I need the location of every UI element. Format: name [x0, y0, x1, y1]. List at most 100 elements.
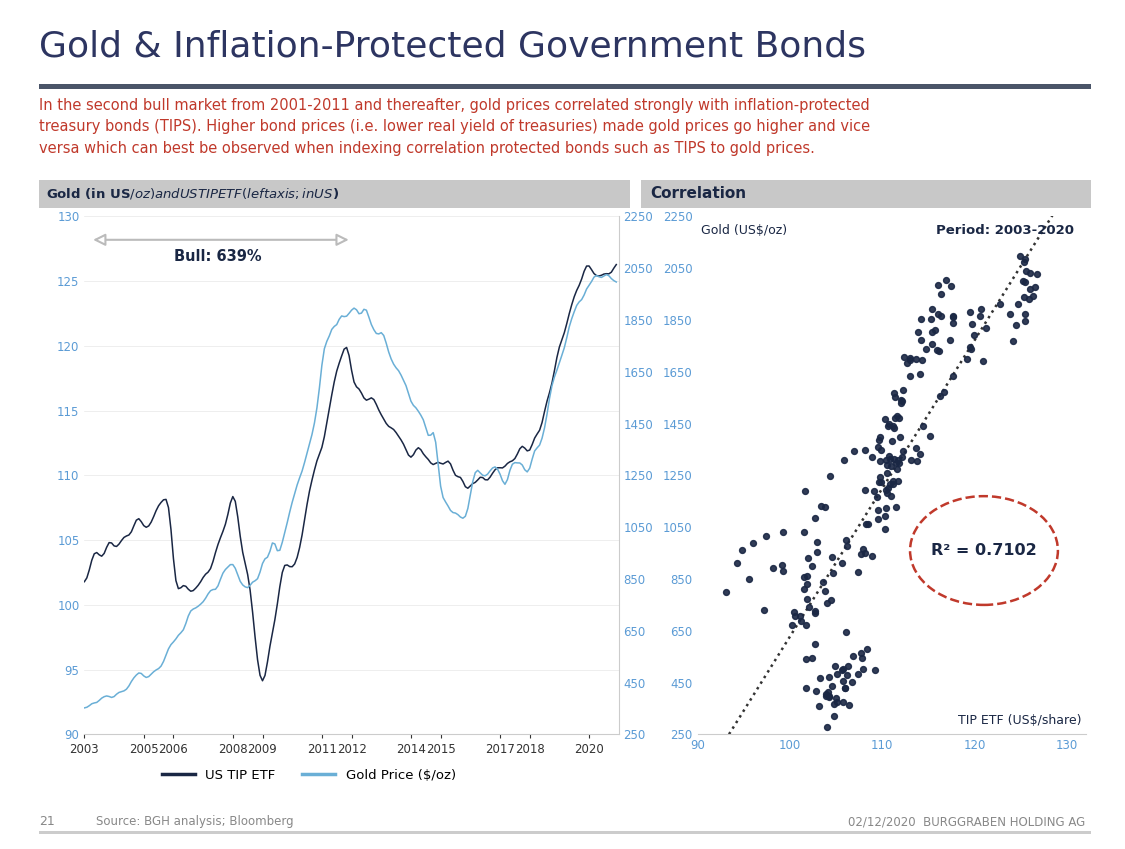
Point	[944, 369, 962, 383]
Point	[866, 663, 884, 677]
Point	[935, 385, 953, 398]
Point	[878, 483, 896, 497]
Point	[922, 312, 940, 326]
Point	[836, 682, 854, 695]
Point	[932, 287, 950, 301]
Point	[894, 384, 912, 397]
Point	[832, 556, 850, 570]
Point	[1022, 282, 1040, 295]
Point	[878, 453, 896, 467]
Point	[961, 306, 979, 319]
Point	[728, 556, 746, 570]
Point	[971, 309, 989, 323]
Point	[929, 307, 947, 321]
Point	[824, 566, 842, 580]
Point	[860, 518, 878, 531]
Point	[764, 561, 782, 575]
Point	[836, 681, 854, 694]
Point	[930, 345, 948, 358]
Point	[871, 430, 889, 444]
Point	[739, 572, 757, 586]
Point	[870, 475, 888, 489]
Point	[810, 699, 828, 712]
Point	[908, 441, 926, 455]
Point	[898, 356, 916, 369]
Ellipse shape	[910, 496, 1058, 604]
Point	[849, 667, 867, 681]
Point	[915, 419, 933, 432]
Point	[774, 565, 792, 578]
Point	[811, 671, 829, 684]
Point	[863, 450, 881, 464]
Point	[892, 393, 910, 407]
Point	[795, 571, 813, 584]
Point	[932, 390, 950, 403]
Point	[854, 662, 872, 676]
Point	[824, 550, 842, 564]
Point	[888, 500, 906, 514]
Point	[883, 477, 901, 491]
Point	[806, 606, 824, 620]
Point	[1016, 314, 1034, 328]
Point	[962, 342, 980, 356]
Point	[799, 576, 817, 590]
Point	[892, 396, 910, 409]
Point	[808, 545, 826, 559]
Point	[876, 522, 894, 536]
Point	[798, 652, 816, 666]
Point	[885, 412, 903, 425]
Point	[820, 689, 838, 703]
Point	[794, 525, 812, 538]
Point	[885, 390, 903, 403]
Point	[785, 605, 803, 619]
Point	[856, 517, 874, 531]
Point	[863, 549, 881, 563]
Point	[912, 334, 930, 347]
Point	[875, 412, 893, 425]
Point	[834, 695, 852, 709]
Point	[870, 434, 888, 447]
Point	[888, 462, 906, 475]
Point	[876, 502, 894, 515]
Point	[827, 692, 845, 706]
Point	[867, 490, 885, 503]
Point	[894, 444, 912, 458]
Point	[1009, 297, 1027, 311]
Point	[798, 619, 816, 633]
Point	[800, 600, 818, 614]
Point	[1015, 255, 1033, 268]
Point	[929, 278, 947, 291]
Point	[839, 659, 857, 672]
Point	[1007, 318, 1025, 332]
Point	[845, 444, 863, 458]
Point	[963, 318, 981, 331]
Point	[870, 503, 888, 517]
Point	[926, 323, 944, 336]
Point	[882, 459, 900, 473]
Point	[802, 652, 820, 666]
Point	[856, 443, 874, 457]
Point	[774, 526, 792, 539]
Point	[878, 466, 896, 480]
Text: R² = 0.7102: R² = 0.7102	[932, 543, 1037, 558]
Point	[744, 536, 762, 549]
Point	[868, 512, 886, 526]
Point	[1011, 250, 1029, 263]
Point	[845, 649, 863, 663]
Point	[818, 720, 836, 734]
Point	[821, 593, 839, 607]
Point	[1005, 335, 1023, 348]
Point	[884, 386, 902, 400]
Point	[876, 509, 894, 523]
Point	[879, 419, 897, 433]
Point	[974, 354, 992, 368]
Point	[837, 625, 855, 638]
Point	[871, 470, 889, 484]
Point	[1017, 265, 1035, 278]
Text: Gold (in US$/oz) and US TIP ETF (left axis; in US$): Gold (in US$/oz) and US TIP ETF (left ax…	[46, 187, 340, 201]
Point	[1014, 274, 1032, 288]
Point	[909, 325, 927, 339]
Point	[809, 535, 827, 548]
Point	[937, 273, 955, 287]
Point	[819, 685, 837, 699]
